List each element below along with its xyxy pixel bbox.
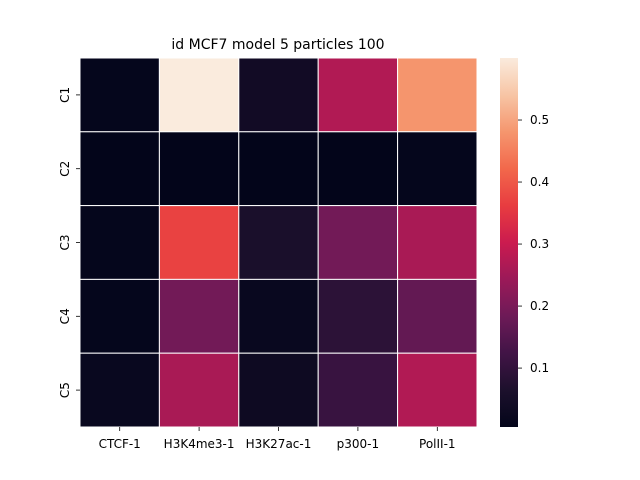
heatmap-cell — [158, 205, 240, 280]
heatmap-cell — [397, 205, 478, 280]
x-tick-label: PolII-1 — [419, 437, 456, 451]
x-tick-label: p300-1 — [337, 437, 380, 451]
heatmap-cell — [79, 131, 160, 207]
y-tick-label: C2 — [58, 161, 72, 177]
heatmap-cell — [158, 352, 240, 428]
heatmap-cell — [158, 278, 240, 354]
heatmap-cell — [238, 352, 319, 428]
x-axis: CTCF-1 H3K4me3-1 H3K27ac-1 p300-1 PolII-1 — [99, 427, 456, 451]
y-tick-label: C4 — [58, 308, 72, 324]
y-tick-label: C1 — [58, 87, 72, 103]
heatmap-cell — [79, 57, 160, 133]
colorbar-tick-label: 0.3 — [530, 237, 549, 251]
y-tick-label: C5 — [58, 382, 72, 398]
heatmap-cell — [317, 278, 399, 354]
y-tick-label: C3 — [58, 234, 72, 250]
heatmap-cell — [79, 352, 160, 428]
heatmap-cell — [317, 131, 399, 207]
chart-title: id MCF7 model 5 particles 100 — [171, 37, 384, 53]
x-tick-label: H3K27ac-1 — [246, 437, 312, 451]
colorbar-tick-label: 0.1 — [530, 361, 549, 375]
colorbar-gradient — [500, 58, 518, 427]
heatmap-cell — [397, 131, 478, 207]
colorbar-tick-label: 0.4 — [530, 175, 549, 189]
x-tick-label: H3K4me3-1 — [164, 437, 235, 451]
heatmap-cells — [79, 57, 478, 428]
heatmap-cell — [79, 205, 160, 280]
heatmap-cell — [238, 278, 319, 354]
heatmap-cell — [158, 131, 240, 207]
heatmap-cell — [238, 131, 319, 207]
colorbar-tick-label: 0.2 — [530, 299, 549, 313]
heatmap-cell — [317, 352, 399, 428]
heatmap-cell — [397, 278, 478, 354]
heatmap-cell — [397, 352, 478, 428]
colorbar-tick-label: 0.5 — [530, 113, 549, 127]
heatmap-cell — [238, 205, 319, 280]
heatmap-cell — [79, 278, 160, 354]
heatmap-cell — [317, 205, 399, 280]
colorbar: 0.1 0.2 0.3 0.4 0.5 — [500, 58, 549, 427]
y-axis: C1 C2 C3 C4 C5 — [58, 87, 80, 398]
x-tick-label: CTCF-1 — [99, 437, 141, 451]
heatmap-cell — [158, 57, 240, 133]
heatmap-cell — [317, 57, 399, 133]
heatmap-cell — [397, 57, 478, 133]
heatmap-cell — [238, 57, 319, 133]
